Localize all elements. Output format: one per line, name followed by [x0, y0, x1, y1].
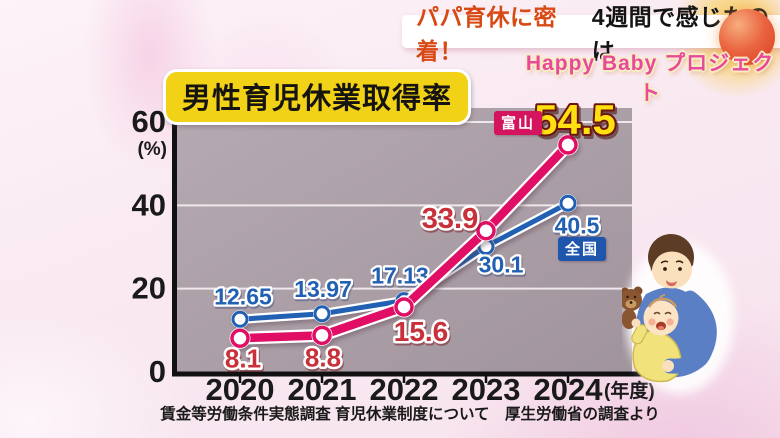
series-badge-zenkoku: 全国 [558, 237, 607, 261]
y-tick-label: 20 [132, 271, 166, 306]
y-axis-unit: (%) [137, 139, 167, 160]
data-label: 30.1 [479, 252, 524, 278]
data-label: 13.97 [294, 276, 352, 302]
data-label: 15.6 [394, 316, 449, 347]
data-label: 8.8 [305, 342, 341, 372]
data-label: 12.65 [214, 283, 272, 309]
father-arm [662, 290, 717, 374]
father-baby-illustration [622, 234, 734, 394]
x-axis-unit: (年度) [604, 379, 655, 402]
series-富山 [229, 134, 579, 349]
headline-highlight: パパ育休に密着！ [416, 3, 557, 64]
y-tick-label: 40 [132, 187, 166, 222]
chart-title-box: 男性育児休業取得率 [163, 69, 472, 125]
data-label: 33.9 [422, 203, 478, 235]
y-tick-label: 60 [132, 104, 166, 139]
chart-title: 男性育児休業取得率 [182, 83, 453, 115]
data-label: 8.1 [225, 343, 261, 373]
x-tick-label: 2021 [288, 372, 357, 407]
source-note: 賃金等労働条件実態調査 育児休業制度について 厚生労働省の調査より [159, 404, 660, 423]
headline-banner: パパ育休に密着！ 4週間で感じたのは [402, 4, 780, 64]
x-tick-label: 2020 [206, 372, 275, 407]
project-logo: Happy Baby プロジェクト [525, 52, 775, 105]
x-tick-label: 2022 [370, 372, 439, 407]
x-tick-label: 2024 [534, 372, 604, 407]
x-tick-label: 2023 [452, 372, 521, 407]
y-tick-label: 0 [149, 354, 166, 389]
data-label: 54.5 [534, 96, 616, 143]
data-label: 40.5 [555, 212, 600, 238]
series-badge-toyama: 富山 [494, 111, 543, 135]
teddy-bear-icon [622, 286, 643, 329]
sun-icon [719, 9, 775, 65]
